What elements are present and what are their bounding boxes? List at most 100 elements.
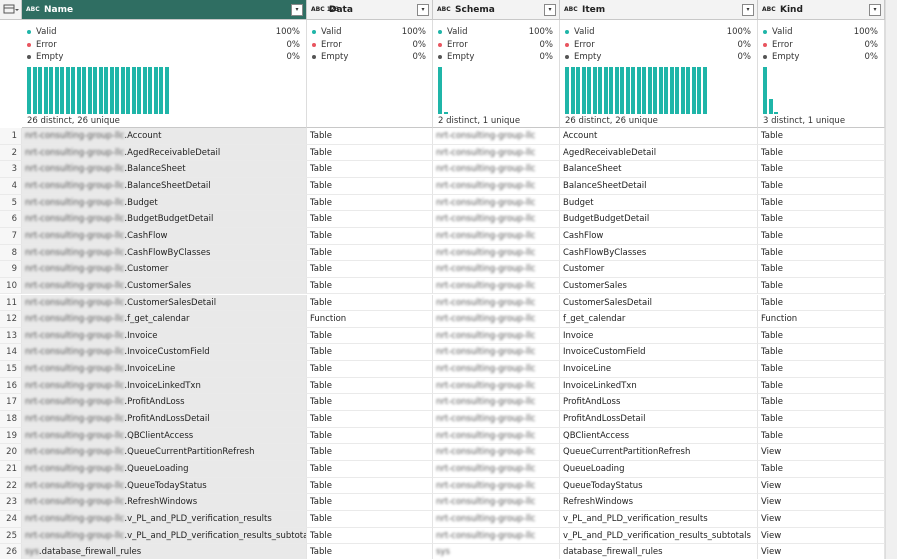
histogram-bar[interactable]: [702, 67, 707, 114]
column-header[interactable]: ABC 123 Data ▾: [307, 0, 433, 20]
histogram-bar[interactable]: [115, 67, 119, 114]
cell-data[interactable]: Function: [307, 311, 433, 328]
cell-schema[interactable]: nrt-consulting-group-llc: [433, 444, 560, 461]
column-header[interactable]: ABC Kind ▾: [758, 0, 885, 20]
cell-item[interactable]: BalanceSheet: [560, 161, 758, 178]
histogram-bar[interactable]: [592, 67, 597, 114]
histogram-bar[interactable]: [576, 67, 580, 114]
cell-name[interactable]: nrt-consulting-group-llc.Budget: [22, 194, 307, 212]
cell-kind[interactable]: Table: [758, 128, 885, 145]
cell-item[interactable]: QueueCurrentPartitionRefresh: [560, 444, 758, 461]
histogram-bar[interactable]: [763, 67, 767, 114]
cell-schema[interactable]: nrt-consulting-group-llc: [433, 361, 560, 378]
histogram-bar[interactable]: [598, 67, 602, 114]
cell-data[interactable]: Table: [307, 477, 433, 495]
cell-item[interactable]: Budget: [560, 194, 758, 212]
cell-data[interactable]: Table: [307, 361, 433, 378]
cell-kind[interactable]: Table: [758, 294, 885, 312]
cell-kind[interactable]: Table: [758, 261, 885, 278]
row-number[interactable]: 24: [0, 510, 22, 528]
cell-kind[interactable]: Table: [758, 144, 885, 162]
histogram-bar[interactable]: [587, 67, 591, 114]
cell-item[interactable]: CashFlow: [560, 227, 758, 245]
type-icon[interactable]: ABC: [762, 6, 776, 13]
cell-item[interactable]: CashFlowByClasses: [560, 244, 758, 262]
cell-schema[interactable]: nrt-consulting-group-llc: [433, 427, 560, 445]
histogram-bar[interactable]: [54, 67, 59, 114]
cell-item[interactable]: BudgetBudgetDetail: [560, 211, 758, 228]
cell-name[interactable]: nrt-consulting-group-llc.f_get_calendar: [22, 311, 307, 328]
cell-schema[interactable]: nrt-consulting-group-llc: [433, 344, 560, 362]
row-number[interactable]: 6: [0, 211, 22, 228]
histogram-bar[interactable]: [691, 67, 696, 114]
histogram-bar[interactable]: [669, 67, 674, 114]
cell-kind[interactable]: View: [758, 527, 885, 545]
cell-data[interactable]: Table: [307, 544, 433, 559]
cell-data[interactable]: Table: [307, 377, 433, 395]
cell-name[interactable]: nrt-consulting-group-llc.QueueTodayStatu…: [22, 477, 307, 495]
cell-item[interactable]: Customer: [560, 261, 758, 278]
row-number[interactable]: 2: [0, 144, 22, 162]
cell-item[interactable]: QBClientAccess: [560, 427, 758, 445]
column-header[interactable]: ABC Item ▾: [560, 0, 758, 20]
cell-data[interactable]: Table: [307, 294, 433, 312]
type-icon[interactable]: ABC 123: [311, 6, 340, 13]
cell-name[interactable]: nrt-consulting-group-llc.Customer: [22, 261, 307, 278]
cell-name[interactable]: nrt-consulting-group-llc.ProfitAndLoss: [22, 394, 307, 412]
cell-item[interactable]: CustomerSales: [560, 277, 758, 295]
row-number[interactable]: 11: [0, 294, 22, 312]
row-number[interactable]: 20: [0, 444, 22, 461]
cell-schema[interactable]: nrt-consulting-group-llc: [433, 261, 560, 278]
row-number[interactable]: 9: [0, 261, 22, 278]
cell-data[interactable]: Table: [307, 527, 433, 545]
row-number[interactable]: 15: [0, 361, 22, 378]
cell-schema[interactable]: nrt-consulting-group-llc: [433, 177, 560, 195]
histogram-bar[interactable]: [614, 67, 619, 114]
cell-schema[interactable]: nrt-consulting-group-llc: [433, 327, 560, 345]
histogram-bar[interactable]: [49, 67, 53, 114]
cell-kind[interactable]: View: [758, 444, 885, 461]
row-number[interactable]: 18: [0, 411, 22, 428]
column-header[interactable]: ABC Schema ▾: [433, 0, 560, 20]
histogram-bar[interactable]: [131, 67, 136, 114]
type-icon[interactable]: ABC: [26, 6, 40, 13]
cell-item[interactable]: v_PL_and_PLD_verification_results_subtot…: [560, 527, 758, 545]
histogram-bar[interactable]: [76, 67, 81, 114]
cell-name[interactable]: nrt-consulting-group-llc.RefreshWindows: [22, 494, 307, 511]
histogram-bar[interactable]: [65, 67, 70, 114]
cell-kind[interactable]: Table: [758, 461, 885, 478]
cell-kind[interactable]: Table: [758, 227, 885, 245]
cell-schema[interactable]: nrt-consulting-group-llc: [433, 510, 560, 528]
type-icon[interactable]: ABC: [437, 6, 451, 13]
cell-item[interactable]: BalanceSheetDetail: [560, 177, 758, 195]
cell-name[interactable]: nrt-consulting-group-llc.QueueCurrentPar…: [22, 444, 307, 461]
cell-name[interactable]: nrt-consulting-group-llc.v_PL_and_PLD_ve…: [22, 510, 307, 528]
cell-name[interactable]: nrt-consulting-group-llc.BalanceSheet: [22, 161, 307, 178]
histogram-bar[interactable]: [27, 67, 31, 114]
cell-data[interactable]: Table: [307, 327, 433, 345]
histogram-bar[interactable]: [675, 67, 679, 114]
cell-item[interactable]: f_get_calendar: [560, 311, 758, 328]
histogram-bar[interactable]: [137, 67, 141, 114]
cell-kind[interactable]: View: [758, 494, 885, 511]
cell-kind[interactable]: Function: [758, 311, 885, 328]
cell-item[interactable]: Account: [560, 128, 758, 145]
row-number[interactable]: 3: [0, 161, 22, 178]
cell-name[interactable]: nrt-consulting-group-llc.ProfitAndLossDe…: [22, 411, 307, 428]
cell-data[interactable]: Table: [307, 144, 433, 162]
histogram-bar[interactable]: [581, 67, 586, 114]
cell-schema[interactable]: nrt-consulting-group-llc: [433, 411, 560, 428]
histogram-bar[interactable]: [768, 99, 773, 114]
cell-data[interactable]: Table: [307, 394, 433, 412]
cell-kind[interactable]: Table: [758, 211, 885, 228]
row-number[interactable]: 13: [0, 327, 22, 345]
cell-data[interactable]: Table: [307, 510, 433, 528]
cell-name[interactable]: nrt-consulting-group-llc.CashFlowByClass…: [22, 244, 307, 262]
cell-name[interactable]: nrt-consulting-group-llc.CustomerSales: [22, 277, 307, 295]
cell-item[interactable]: database_firewall_rules: [560, 544, 758, 559]
histogram-bar[interactable]: [60, 67, 64, 114]
row-number[interactable]: 4: [0, 177, 22, 195]
histogram-bar[interactable]: [631, 67, 635, 114]
filter-dropdown[interactable]: ▾: [742, 4, 754, 16]
cell-data[interactable]: Table: [307, 128, 433, 145]
